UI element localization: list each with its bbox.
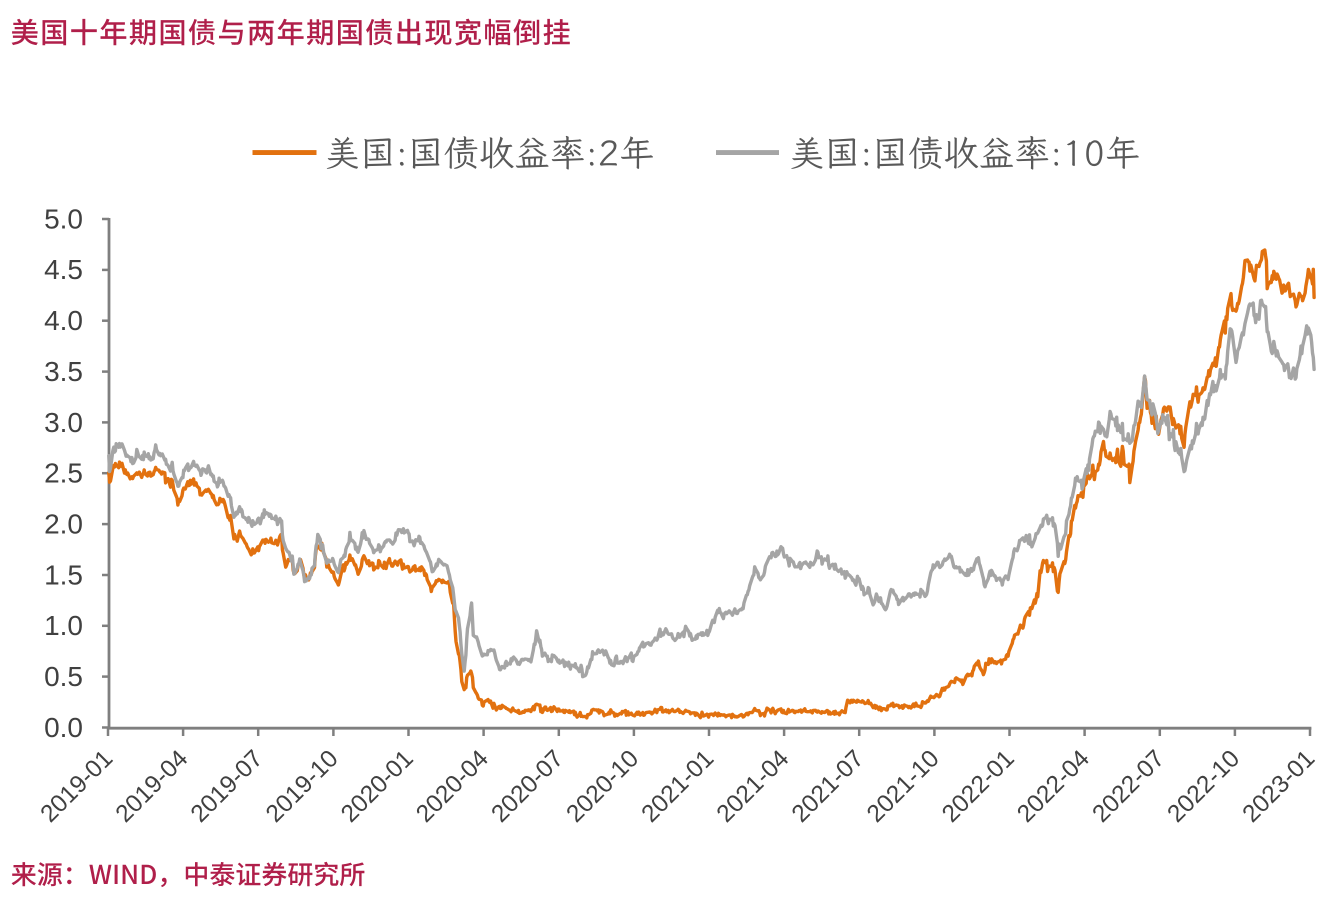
svg-text:3.5: 3.5 — [44, 356, 83, 387]
svg-text:4.5: 4.5 — [44, 254, 83, 285]
svg-text:1.5: 1.5 — [44, 559, 83, 590]
svg-text:1.0: 1.0 — [44, 610, 83, 641]
svg-text:5.0: 5.0 — [44, 203, 83, 234]
svg-text:0.5: 0.5 — [44, 661, 83, 692]
svg-text:2.0: 2.0 — [44, 509, 83, 540]
svg-text:2.5: 2.5 — [44, 458, 83, 489]
svg-text:3.0: 3.0 — [44, 407, 83, 438]
svg-text:4.0: 4.0 — [44, 305, 83, 336]
svg-text:0.0: 0.0 — [44, 712, 83, 743]
